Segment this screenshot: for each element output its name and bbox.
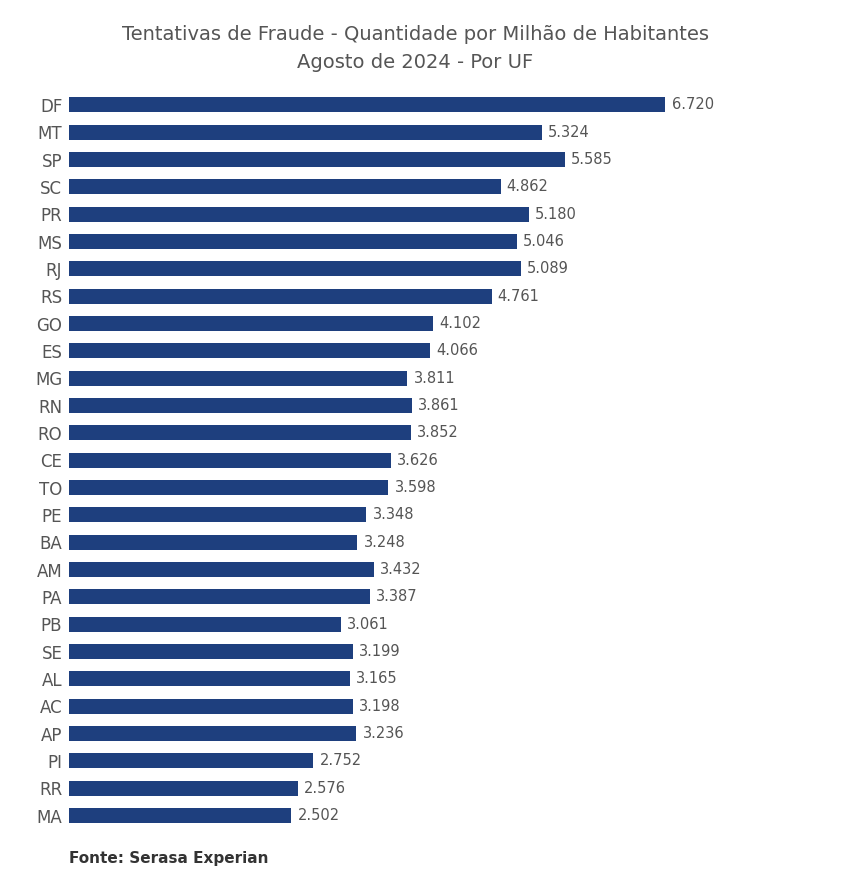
- Text: 5.324: 5.324: [548, 125, 589, 140]
- Bar: [69, 726, 356, 741]
- Bar: [69, 698, 353, 713]
- Text: 3.165: 3.165: [356, 672, 398, 687]
- Bar: [69, 261, 521, 276]
- Bar: [69, 562, 374, 577]
- Bar: [69, 507, 366, 522]
- Bar: [69, 398, 412, 413]
- Text: Fonte: Serasa Experian: Fonte: Serasa Experian: [69, 850, 269, 866]
- Text: 3.248: 3.248: [363, 535, 406, 550]
- Text: 5.585: 5.585: [571, 152, 612, 167]
- Text: 5.089: 5.089: [527, 261, 569, 276]
- Bar: [69, 617, 341, 632]
- Text: 2.752: 2.752: [319, 753, 362, 768]
- Text: 3.061: 3.061: [347, 617, 388, 632]
- Bar: [69, 808, 292, 823]
- Text: 3.387: 3.387: [376, 589, 418, 604]
- Text: 3.432: 3.432: [380, 562, 421, 577]
- Bar: [69, 426, 411, 441]
- Bar: [69, 152, 565, 167]
- Bar: [69, 781, 298, 796]
- Bar: [69, 125, 541, 140]
- Text: 3.198: 3.198: [359, 698, 400, 713]
- Bar: [69, 97, 665, 112]
- Bar: [69, 180, 501, 195]
- Bar: [69, 753, 313, 768]
- Text: 5.046: 5.046: [523, 234, 565, 249]
- Bar: [69, 207, 529, 222]
- Text: 3.598: 3.598: [394, 480, 436, 495]
- Text: 6.720: 6.720: [671, 97, 714, 112]
- Text: 3.852: 3.852: [417, 426, 459, 441]
- Text: 3.626: 3.626: [397, 453, 439, 467]
- Text: 3.861: 3.861: [418, 398, 459, 413]
- Bar: [69, 480, 388, 495]
- Text: 4.102: 4.102: [439, 316, 481, 331]
- Bar: [69, 343, 430, 358]
- Text: 3.348: 3.348: [373, 507, 414, 522]
- Title: Tentativas de Fraude - Quantidade por Milhão de Habitantes
Agosto de 2024 - Por : Tentativas de Fraude - Quantidade por Mi…: [122, 25, 708, 72]
- Bar: [69, 672, 350, 687]
- Bar: [69, 453, 391, 467]
- Bar: [69, 589, 369, 604]
- Bar: [69, 234, 517, 249]
- Text: 4.761: 4.761: [497, 289, 540, 304]
- Text: 2.502: 2.502: [298, 808, 339, 823]
- Text: 3.199: 3.199: [359, 644, 400, 659]
- Bar: [69, 316, 433, 331]
- Text: 3.236: 3.236: [362, 726, 404, 741]
- Text: 2.576: 2.576: [304, 781, 346, 796]
- Bar: [69, 535, 357, 550]
- Bar: [69, 644, 353, 659]
- Text: 5.180: 5.180: [535, 207, 577, 222]
- Text: 3.811: 3.811: [413, 371, 455, 386]
- Bar: [69, 371, 407, 386]
- Bar: [69, 289, 491, 304]
- Text: 4.862: 4.862: [507, 180, 548, 195]
- Text: 4.066: 4.066: [436, 343, 478, 358]
